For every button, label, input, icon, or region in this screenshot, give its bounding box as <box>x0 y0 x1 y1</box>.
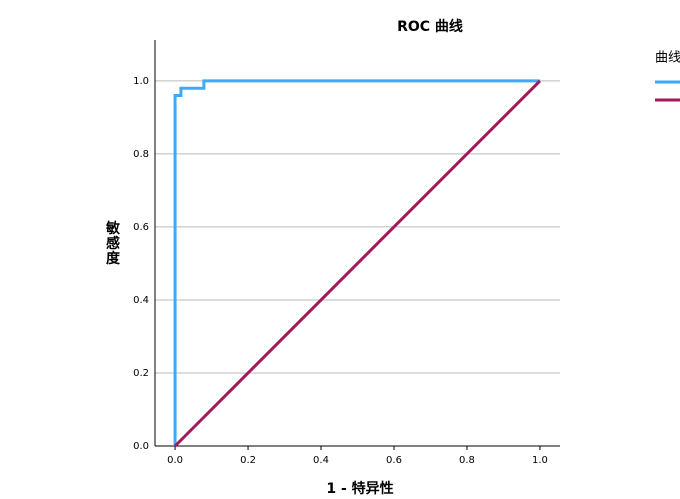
x-tick-label: 0.0 <box>167 455 183 466</box>
chart-title: ROC 曲线 <box>397 18 463 35</box>
y-tick-label: 0.2 <box>133 368 149 379</box>
y-axis-label: 敏感度 <box>104 220 121 266</box>
x-tick-label: 0.6 <box>386 455 402 466</box>
y-tick-label: 0.4 <box>133 295 149 306</box>
x-tick-label: 0.2 <box>240 455 256 466</box>
roc-line <box>173 79 540 446</box>
y-tick-label: 0.8 <box>133 149 149 160</box>
x-axis-label: 1 - 特异性 <box>326 480 393 497</box>
x-tick-label: 0.8 <box>459 455 475 466</box>
y-tick-label: 0.6 <box>133 222 149 233</box>
legend-title: 曲线 <box>655 51 680 66</box>
y-tick-label: 1.0 <box>133 76 149 87</box>
x-tick-label: 0.4 <box>313 455 329 466</box>
x-tick-label: 1.0 <box>532 455 548 466</box>
y-tick-label: 0.0 <box>133 441 149 452</box>
roc-line <box>174 79 541 448</box>
